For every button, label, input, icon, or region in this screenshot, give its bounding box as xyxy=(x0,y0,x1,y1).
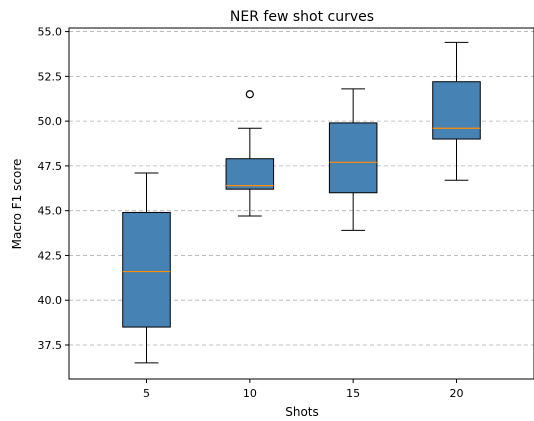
box-10 xyxy=(225,90,275,217)
x-tick-label: 20 xyxy=(450,387,464,400)
y-axis-label: Macro F1 score xyxy=(10,159,24,250)
x-tick-label: 10 xyxy=(243,387,257,400)
y-tick-label: 42.5 xyxy=(38,249,63,262)
x-axis: 5 10 15 20 xyxy=(143,379,464,400)
y-tick-label: 40.0 xyxy=(38,294,63,307)
y-tick-label: 50.0 xyxy=(38,115,63,128)
y-tick-label: 45.0 xyxy=(38,205,63,218)
box-body xyxy=(432,81,481,140)
box-body xyxy=(122,211,171,328)
boxes-layer xyxy=(122,41,481,364)
box-15 xyxy=(328,88,378,231)
y-tick-label: 52.5 xyxy=(38,70,63,83)
x-axis-label: Shots xyxy=(285,405,319,419)
y-tick-label: 47.5 xyxy=(38,160,63,173)
box-body xyxy=(328,122,378,194)
y-axis: 37.5 40.0 42.5 45.0 47.5 50.0 52.5 55.0 xyxy=(38,26,69,352)
outlier-point xyxy=(245,90,254,99)
box-5 xyxy=(122,172,171,364)
x-tick-label: 15 xyxy=(346,387,360,400)
y-tick-label: 55.0 xyxy=(38,26,63,39)
y-tick-label: 37.5 xyxy=(38,339,63,352)
box-body xyxy=(225,158,275,190)
x-tick-label: 5 xyxy=(143,387,150,400)
box-20 xyxy=(432,41,481,181)
plot-frame xyxy=(68,27,534,380)
chart-title: NER few shot curves xyxy=(230,9,374,25)
